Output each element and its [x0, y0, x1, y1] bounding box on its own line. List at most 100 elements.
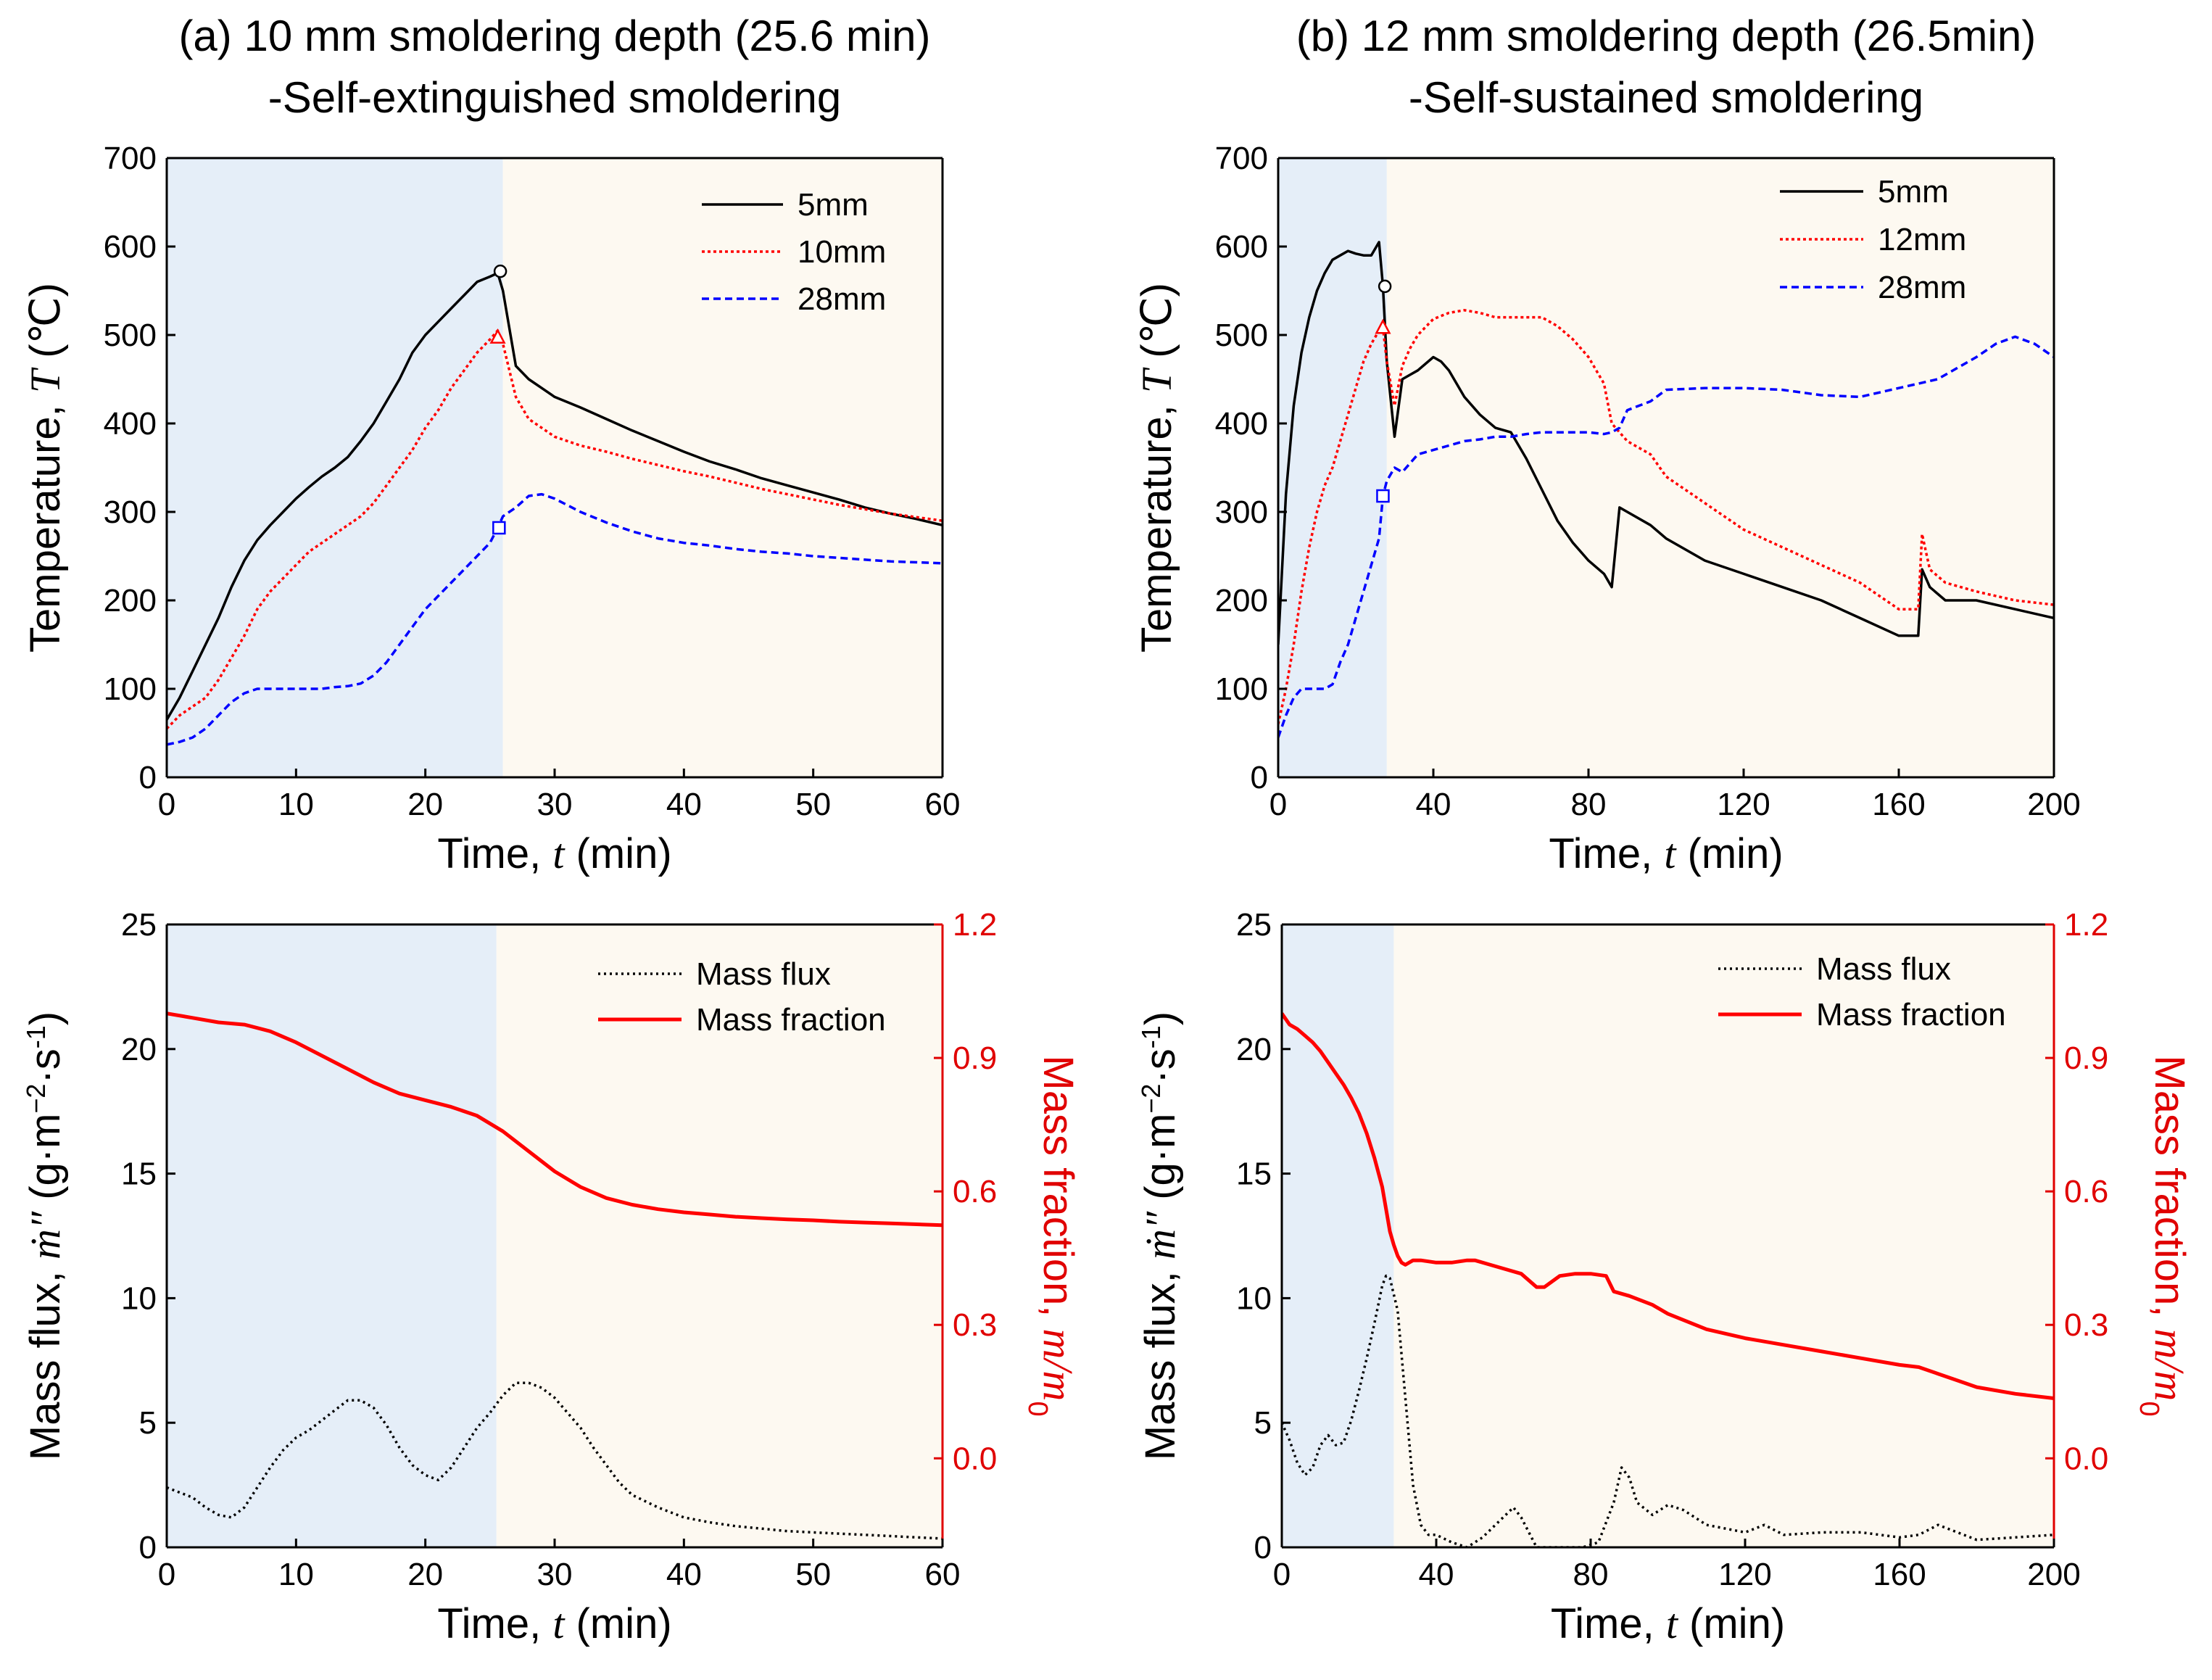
x-tick-label: 40	[666, 787, 702, 822]
x-axis-label-text: Time,	[1551, 1600, 1666, 1647]
legend-label-mass-fraction: Mass fraction	[696, 1002, 886, 1038]
x-tick-label: 40	[666, 1557, 702, 1592]
legend-label-mass-flux: Mass flux	[696, 956, 831, 992]
x-tick-label: 30	[537, 787, 573, 822]
x-axis-label-text: Time,	[1549, 830, 1664, 877]
x-axis-label-var: t	[552, 830, 566, 877]
y-axis-label: Mass flux, ṁ″ (g·m−2·s-1)	[1136, 1011, 1185, 1460]
shade-region-after	[502, 158, 943, 777]
series-line-28mm	[167, 492, 943, 746]
x-axis-label-text: Time,	[437, 830, 552, 877]
y-tick-label: 400	[1215, 406, 1268, 442]
y-axis-label-mid: ·s	[22, 1048, 69, 1083]
x-axis-label-unit: (min)	[564, 830, 671, 877]
y2-axis-label-var: m/m	[1035, 1329, 1082, 1402]
y-tick-label: 15	[121, 1156, 157, 1192]
legend-label-28mm: 28mm	[798, 281, 886, 317]
y2-axis-label: Mass fraction, m/m0	[2134, 1055, 2193, 1416]
y-tick-label: 300	[104, 495, 157, 530]
y-axis-label-unit: (℃)	[1133, 283, 1180, 370]
chart-title-line2: -Self-sustained smoldering	[1409, 73, 1923, 122]
y2-tick-label: 0.0	[2064, 1441, 2108, 1476]
y-axis-label-sup1: −2	[21, 1084, 51, 1114]
x-tick-label: 160	[1872, 787, 1925, 822]
x-axis-label-var: t	[1664, 830, 1677, 877]
x-tick-label: 0	[1273, 1557, 1291, 1592]
y2-axis-label-sub: 0	[1022, 1401, 1053, 1416]
x-axis-label: Time, t (min)	[1549, 830, 1783, 877]
y-tick-label: 0	[139, 1530, 157, 1565]
y-axis-label-end: )	[1137, 1011, 1184, 1025]
x-axis-label-unit: (min)	[564, 1600, 671, 1647]
y-tick-label: 200	[104, 583, 157, 618]
y-tick-label: 0	[139, 760, 157, 795]
y-tick-label: 400	[104, 406, 157, 442]
x-tick-label: 30	[537, 1557, 573, 1592]
x-tick-label: 120	[1718, 1557, 1771, 1592]
y-tick-label: 700	[1215, 141, 1268, 176]
y-axis-label-text: Mass flux,	[1137, 1259, 1184, 1460]
legend-label-28mm: 28mm	[1878, 270, 1966, 305]
y-axis-label-end: )	[22, 1011, 69, 1025]
y2-axis-label: Mass fraction, m/m0	[1022, 1055, 1082, 1416]
x-tick-label: 60	[925, 1557, 961, 1592]
marker-5mm	[1378, 279, 1392, 294]
legend-label-5mm: 5mm	[1878, 174, 1949, 210]
shade-region-after	[1393, 924, 2054, 1547]
y-tick-label: 10	[121, 1280, 157, 1316]
y-tick-label: 500	[1215, 318, 1268, 353]
marker-28mm	[492, 521, 506, 535]
y-axis-label-unit: (℃)	[22, 283, 69, 370]
x-tick-label: 20	[407, 787, 443, 822]
y-tick-label: 300	[1215, 495, 1268, 530]
x-axis-label-unit: (min)	[1675, 830, 1783, 877]
y2-tick-label: 0.9	[2064, 1040, 2108, 1076]
y-axis-label-unit: (g·m	[22, 1114, 69, 1212]
y-tick-label: 0	[1254, 1530, 1272, 1565]
y-tick-label: 25	[1236, 907, 1272, 943]
legend-label-10mm: 10mm	[798, 234, 886, 270]
legend-label-mass-flux: Mass flux	[1816, 951, 1951, 987]
y-tick-label: 500	[104, 318, 157, 353]
x-tick-label: 0	[158, 787, 175, 822]
y-tick-label: 0	[1251, 760, 1268, 795]
x-tick-label: 0	[1269, 787, 1287, 822]
y-axis-label-var: T	[1133, 367, 1180, 393]
y-tick-label: 700	[104, 141, 157, 176]
series-line-10mm	[167, 329, 943, 730]
marker-28mm	[1376, 489, 1390, 503]
legend-label-12mm: 12mm	[1878, 222, 1966, 257]
chart-panel-b-bottom: 0 40 80 120 160 200 0 5 10 15 20 25 0.0 0.3 0.6 0.9 1.2 T…	[1136, 907, 2194, 1647]
y2-axis-label-text: Mass fraction,	[2146, 1055, 2193, 1328]
y-axis-label-var: ṁ″	[1137, 1211, 1184, 1259]
x-tick-label: 20	[407, 1557, 443, 1592]
x-tick-label: 200	[2027, 1557, 2080, 1592]
x-tick-label: 160	[1873, 1557, 1926, 1592]
shade-region-heating	[1282, 924, 1394, 1547]
x-tick-label: 40	[1416, 787, 1451, 822]
y-tick-label: 200	[1215, 583, 1268, 618]
y-tick-label: 600	[1215, 229, 1268, 265]
y2-tick-label: 0.3	[953, 1307, 997, 1343]
y2-tick-label: 0.9	[953, 1040, 997, 1076]
y2-tick-label: 0.0	[953, 1441, 997, 1476]
y-axis-label-unit: (g·m	[1137, 1114, 1184, 1212]
y-axis-label-var: T	[22, 367, 69, 393]
y-tick-label: 5	[139, 1405, 157, 1441]
y-tick-label: 15	[1236, 1156, 1272, 1192]
chart-panel-a-top: 0 10 20 30 40 50 600100200300400500600700Time,…	[22, 12, 960, 877]
chart-title-line2: -Self-extinguished smoldering	[268, 73, 841, 122]
y2-tick-label: 0.3	[2064, 1307, 2108, 1343]
y2-axis-label-sub: 0	[2134, 1401, 2164, 1416]
x-axis-label: Time, t (min)	[437, 1600, 671, 1647]
x-axis-label: Time, t (min)	[1551, 1600, 1785, 1647]
y-tick-label: 600	[104, 229, 157, 265]
marker-5mm	[493, 264, 508, 278]
series-line-28mm	[1278, 335, 2054, 738]
y2-tick-label: 1.2	[2064, 907, 2108, 943]
chart-panel-a-bottom: 0 10 20 30 40 50 60 0 5 10 15 20 25 0.0 0.3 0.6 0.9 1.2 Ti…	[21, 907, 1082, 1647]
y-axis-label-sup2: -1	[1136, 1025, 1166, 1048]
chart-title-line1: (b) 12 mm smoldering depth (26.5min)	[1296, 12, 2036, 60]
x-tick-label: 0	[158, 1557, 175, 1592]
